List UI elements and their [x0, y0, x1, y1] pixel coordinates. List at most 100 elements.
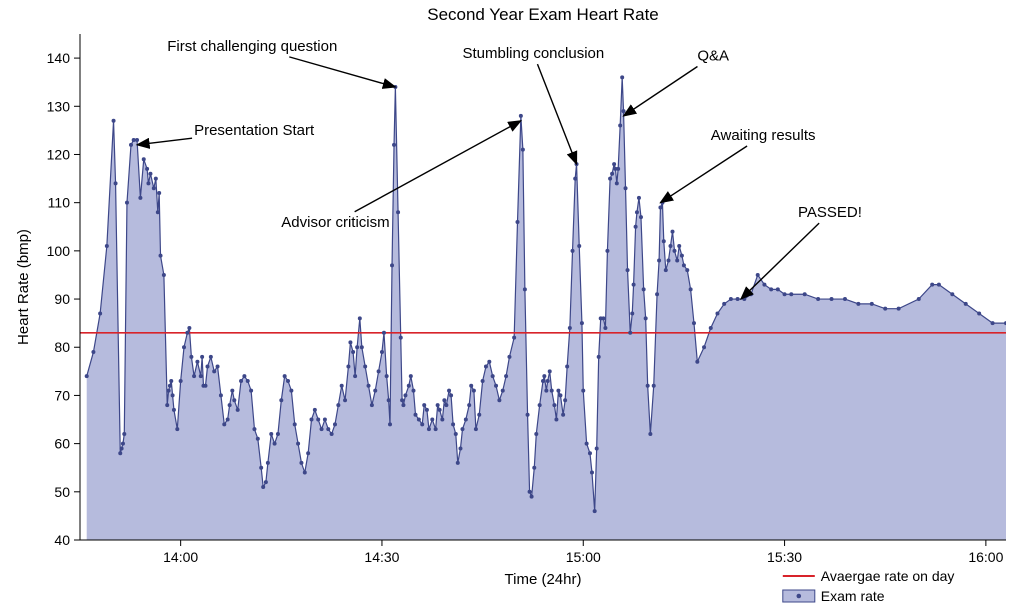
data-point — [991, 321, 995, 325]
data-point — [554, 418, 558, 422]
data-point — [157, 191, 161, 195]
data-point — [585, 442, 589, 446]
data-point — [756, 273, 760, 277]
data-point — [597, 355, 601, 359]
data-point — [680, 254, 684, 258]
data-point — [427, 427, 431, 431]
data-point — [521, 148, 525, 152]
data-point — [370, 403, 374, 407]
data-point — [736, 297, 740, 301]
annotation-label: Presentation Start — [194, 122, 315, 139]
data-point — [422, 403, 426, 407]
data-point — [409, 374, 413, 378]
annotation-label: PASSED! — [798, 204, 862, 221]
data-point — [380, 350, 384, 354]
data-point — [249, 389, 253, 393]
data-point — [286, 379, 290, 383]
data-point — [563, 398, 567, 402]
data-point — [816, 297, 820, 301]
data-point — [414, 413, 418, 417]
data-point — [608, 177, 612, 181]
data-point — [146, 181, 150, 185]
data-point — [541, 379, 545, 383]
data-point — [664, 268, 668, 272]
data-point — [655, 292, 659, 296]
data-point — [112, 119, 116, 123]
data-point — [120, 446, 124, 450]
data-point — [276, 432, 280, 436]
data-point — [316, 418, 320, 422]
data-point — [219, 393, 223, 397]
data-point — [610, 172, 614, 176]
data-point — [264, 480, 268, 484]
data-point — [695, 360, 699, 364]
data-point — [639, 215, 643, 219]
y-tick-label: 110 — [48, 195, 71, 211]
data-point — [552, 403, 556, 407]
chart-svg: 40506070809010011012013014014:0014:3015:… — [0, 0, 1024, 614]
data-point — [355, 345, 359, 349]
data-point — [937, 283, 941, 287]
data-point — [388, 422, 392, 426]
data-point — [363, 365, 367, 369]
data-point — [677, 244, 681, 248]
data-point — [171, 393, 175, 397]
data-point — [883, 307, 887, 311]
data-point — [460, 427, 464, 431]
data-point — [507, 355, 511, 359]
data-point — [289, 389, 293, 393]
data-point — [642, 287, 646, 291]
data-point — [232, 398, 236, 402]
data-point — [930, 283, 934, 287]
data-point — [803, 292, 807, 296]
data-point — [205, 365, 209, 369]
data-point — [624, 186, 628, 190]
data-point — [266, 461, 270, 465]
data-point — [333, 422, 337, 426]
data-point — [310, 418, 314, 422]
data-point — [519, 114, 523, 118]
data-point — [581, 389, 585, 393]
data-point — [336, 403, 340, 407]
data-point — [444, 403, 448, 407]
data-point — [447, 389, 451, 393]
data-point — [615, 181, 619, 185]
data-point — [532, 466, 536, 470]
data-point — [330, 432, 334, 436]
data-point — [666, 258, 670, 262]
data-point — [256, 437, 260, 441]
data-point — [228, 403, 232, 407]
data-point — [622, 109, 626, 113]
data-point — [358, 316, 362, 320]
data-point — [487, 360, 491, 364]
data-point — [259, 466, 263, 470]
y-tick-label: 90 — [54, 291, 70, 307]
data-point — [454, 432, 458, 436]
data-point — [122, 432, 126, 436]
y-tick-label: 140 — [47, 50, 71, 66]
y-axis-label: Heart Rate (bmp) — [15, 229, 32, 345]
data-point — [313, 408, 317, 412]
data-point — [283, 374, 287, 378]
y-tick-label: 120 — [47, 146, 71, 162]
data-point — [516, 220, 520, 224]
data-point — [588, 451, 592, 455]
y-tick-label: 80 — [54, 339, 70, 355]
data-point — [360, 345, 364, 349]
data-point — [451, 422, 455, 426]
data-point — [501, 389, 505, 393]
data-point — [556, 389, 560, 393]
data-point — [573, 177, 577, 181]
data-point — [373, 389, 377, 393]
data-point — [273, 442, 277, 446]
y-tick-label: 130 — [47, 98, 71, 114]
data-point — [222, 422, 226, 426]
data-point — [230, 389, 234, 393]
data-point — [85, 374, 89, 378]
data-point — [396, 210, 400, 214]
data-point — [523, 287, 527, 291]
data-point — [628, 331, 632, 335]
data-point — [348, 340, 352, 344]
data-point — [715, 312, 719, 316]
data-point — [98, 312, 102, 316]
